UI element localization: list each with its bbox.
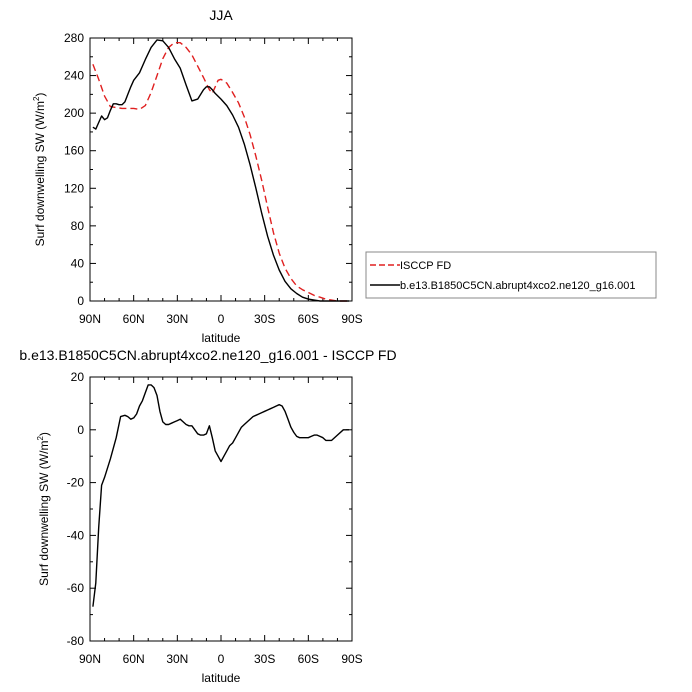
y-tick-label: 20 bbox=[71, 370, 85, 384]
x-tick-label: 90S bbox=[341, 652, 362, 666]
x-tick-label: 90N bbox=[79, 312, 101, 326]
x-tick-label: 60N bbox=[123, 312, 145, 326]
y-tick-label: -60 bbox=[67, 581, 85, 595]
series-line-1 bbox=[92, 384, 350, 607]
y-tick-label: 40 bbox=[71, 256, 85, 270]
x-tick-label: 90N bbox=[79, 652, 101, 666]
chart-panel-2: 90N 60N 30N 0 30S 60S 90S -80 -60 -40 -20 0 20 b.e13.… bbox=[19, 347, 396, 685]
series-line-1 bbox=[92, 42, 350, 302]
legend: ISCCP FD b.e13.B1850C5CN.abrupt4xco2.ne12… bbox=[365, 251, 657, 299]
y-tick-label: 80 bbox=[71, 219, 85, 233]
chart-panel-1: 90N 60N 30N 0 30S 60S 90S 0 40 80 120 160 200 240 280 J… bbox=[32, 7, 657, 345]
y-tick-label: -20 bbox=[67, 476, 85, 490]
x-tick-label: 90S bbox=[341, 312, 362, 326]
x-axis-label: latitude bbox=[202, 671, 241, 685]
y-tick-label: 120 bbox=[64, 181, 84, 195]
x-tick-label: 0 bbox=[218, 652, 225, 666]
series-line-2 bbox=[92, 39, 350, 302]
legend-label-2: b.e13.B1850C5CN.abrupt4xco2.ne120_g16.00… bbox=[400, 280, 635, 292]
plot-frame bbox=[89, 37, 353, 302]
chart-title: b.e13.B1850C5CN.abrupt4xco2.ne120_g16.00… bbox=[19, 347, 396, 363]
x-tick-label: 60N bbox=[123, 652, 145, 666]
y-tick-label: 0 bbox=[77, 294, 84, 308]
x-tick-label: 30S bbox=[254, 652, 275, 666]
x-axis-label: latitude bbox=[202, 331, 241, 345]
legend-box bbox=[365, 251, 657, 299]
y-tick-label: 280 bbox=[64, 31, 84, 45]
y-tick-label: 240 bbox=[64, 69, 84, 83]
x-tick-label: 60S bbox=[298, 652, 319, 666]
y-tick-label: -40 bbox=[67, 528, 85, 542]
x-tick-label: 30N bbox=[166, 312, 188, 326]
y-tick-label: 200 bbox=[64, 106, 84, 120]
legend-label-1: ISCCP FD bbox=[400, 260, 451, 272]
x-tick-label: 30S bbox=[254, 312, 275, 326]
x-tick-label: 0 bbox=[218, 312, 225, 326]
y-axis-label: Surf downwelling SW (W/m2) bbox=[36, 432, 51, 586]
y-tick-label: -80 bbox=[67, 634, 85, 648]
y-axis-label: Surf downwelling SW (W/m2) bbox=[32, 93, 47, 247]
plot-frame bbox=[89, 376, 353, 642]
y-tick-label: 160 bbox=[64, 144, 84, 158]
x-tick-label: 60S bbox=[298, 312, 319, 326]
x-tick-label: 30N bbox=[166, 652, 188, 666]
y-tick-label: 0 bbox=[77, 423, 84, 437]
chart-title: JJA bbox=[209, 7, 233, 23]
